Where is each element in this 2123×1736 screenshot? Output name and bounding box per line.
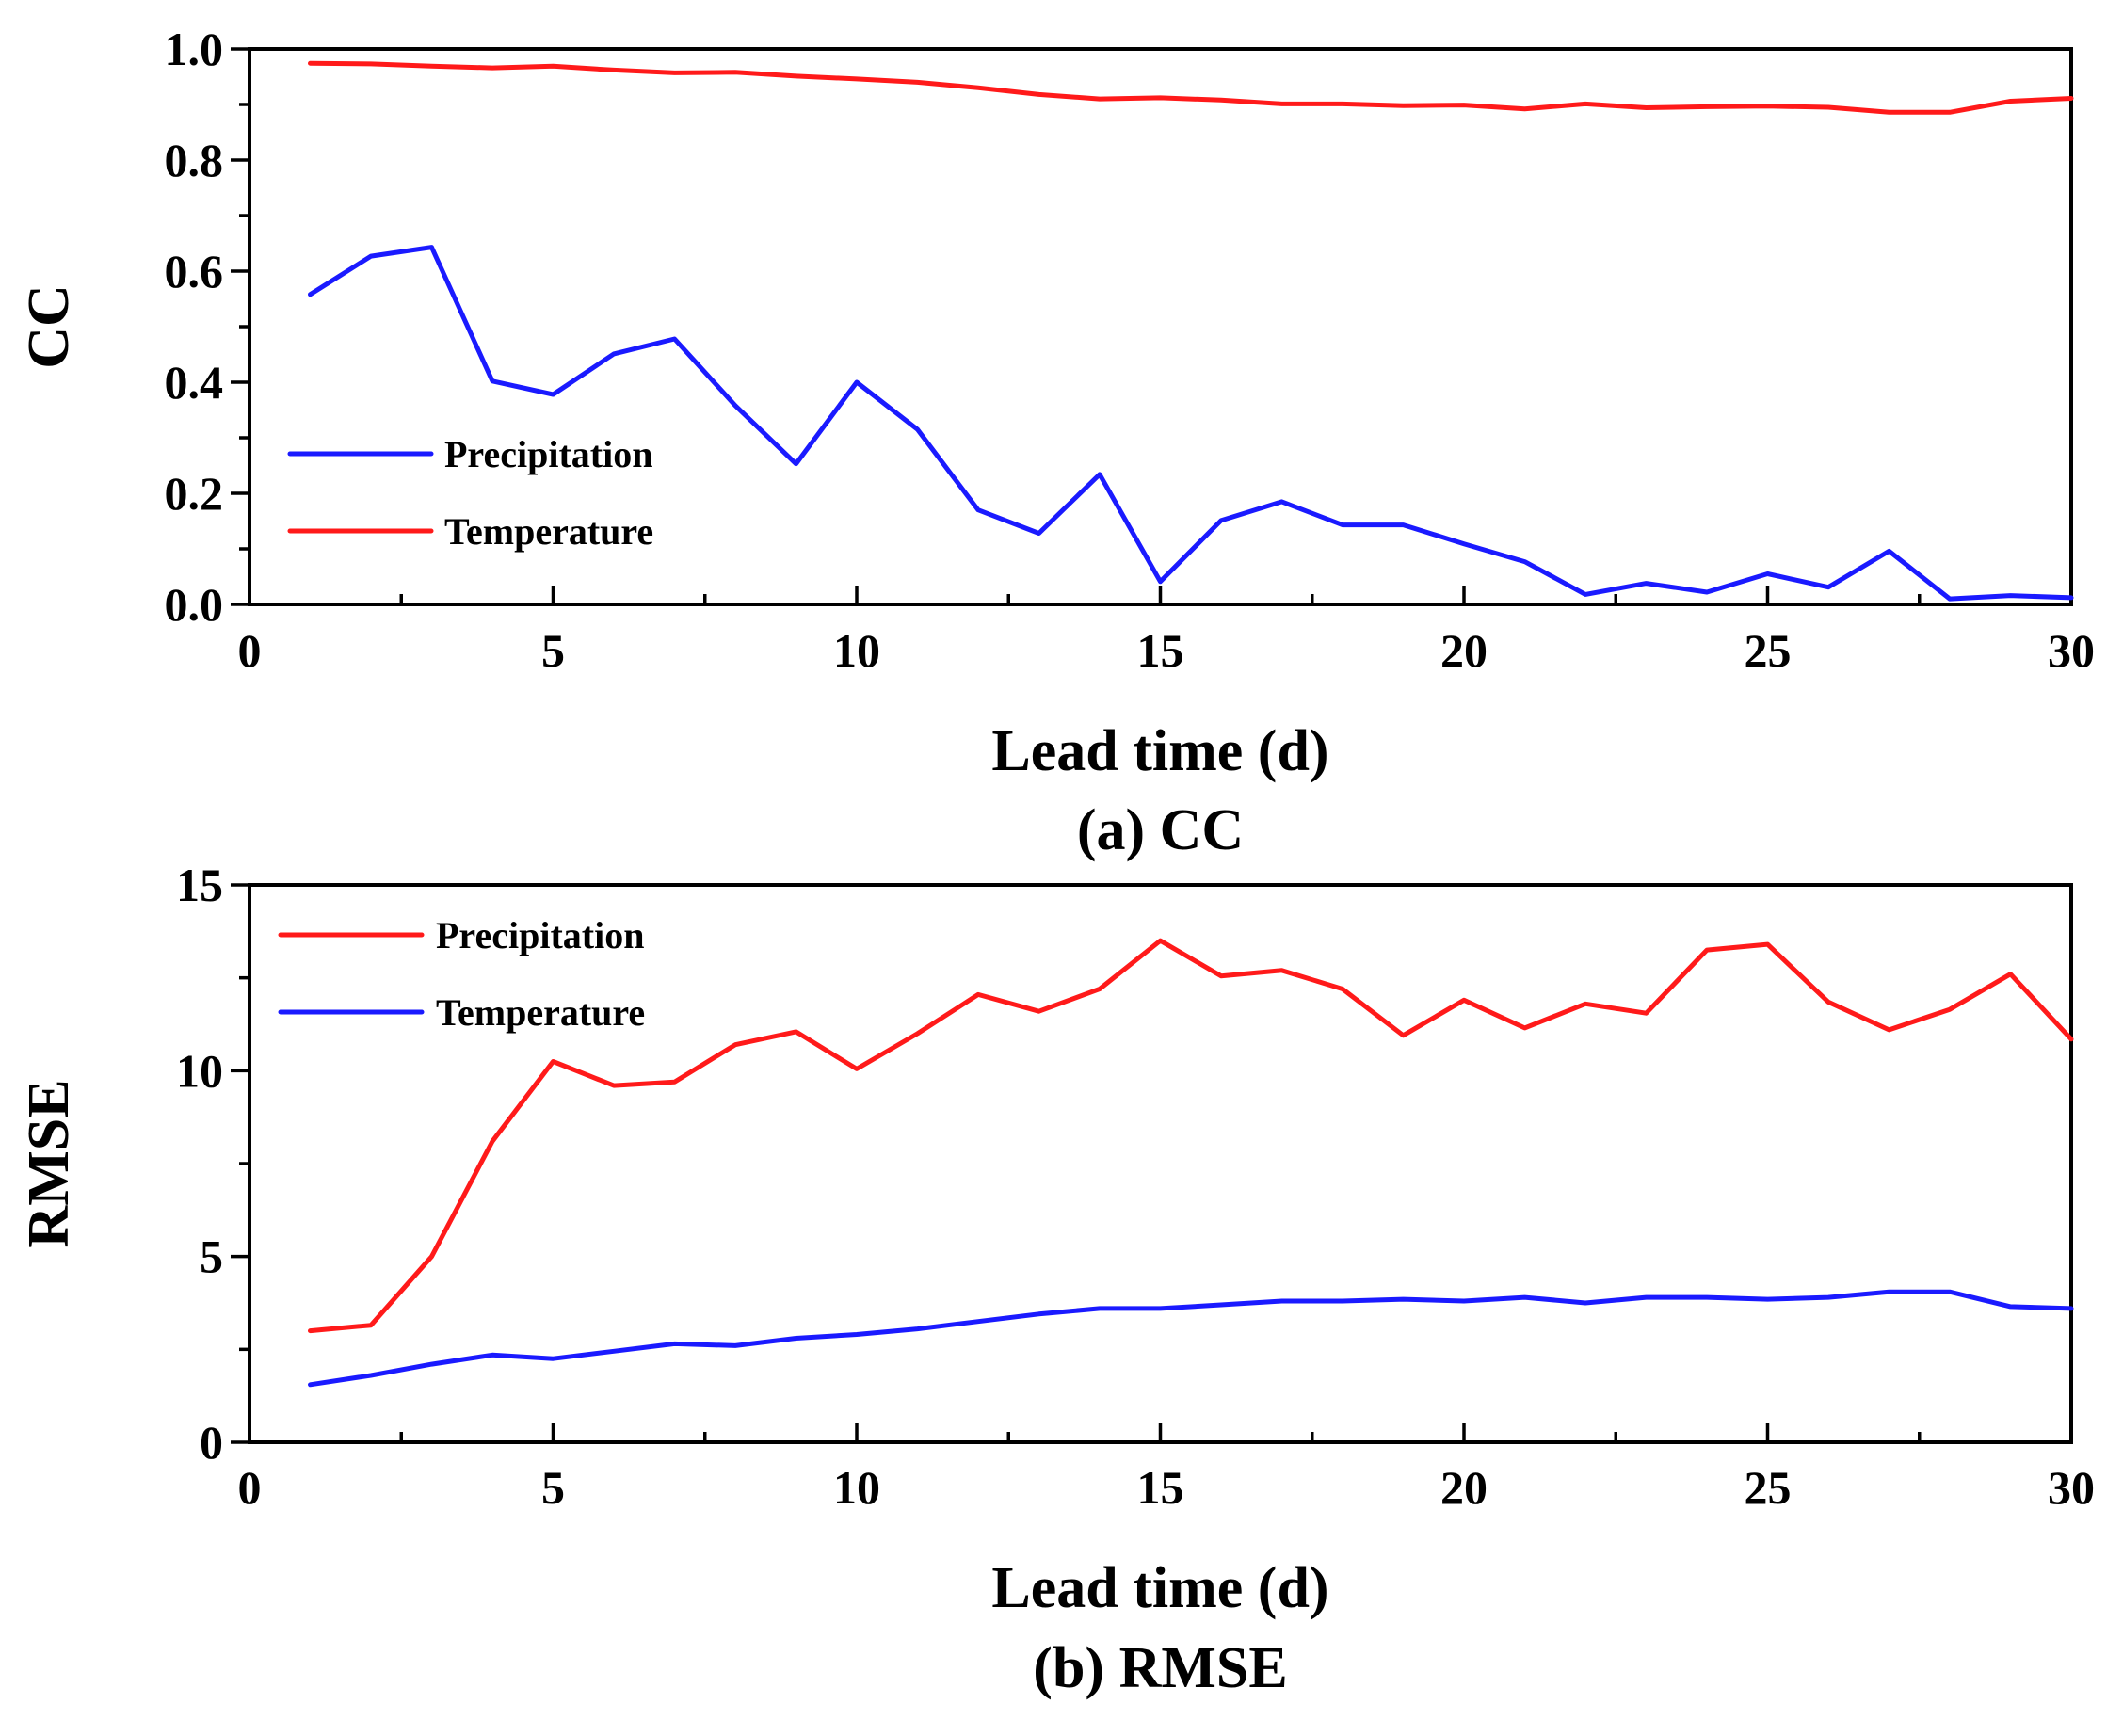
x-tick-label: 30 [2048,624,2095,677]
series-line-temperature [308,60,2074,115]
series-line-precipitation [308,938,2074,1334]
y-tick-label: 0.6 [165,245,224,297]
y-tick-label: 0.0 [165,578,224,631]
x-tick-label: 20 [1440,1461,1488,1514]
y-tick-label: 5 [200,1230,223,1283]
x-tick-label: 20 [1440,624,1488,677]
y-tick-label: 1.0 [165,23,224,75]
x-axis-title: Lead time (d) [991,1556,1328,1620]
legend-label-precipitation: Precipitation [436,914,644,956]
chart-cc: 0 5 10 15 20 25 30 0.0 0.2 0.4 0.6 0.8 1.0 Lead time … [17,23,2095,862]
y-tick-label: 0.4 [165,356,224,409]
x-tick-label: 5 [541,1461,565,1514]
x-tick-label: 0 [238,624,262,677]
y-tick-label: 0.2 [165,467,224,520]
legend-label-temperature: Temperature [444,510,653,553]
x-tick-label: 15 [1137,1461,1184,1514]
y-tick-label: 15 [176,859,223,911]
x-tick-label: 25 [1745,1461,1792,1514]
chart-rmse: 0 5 10 15 20 25 30 0 5 10 15 Lead time (d) (b) RMSE R… [17,859,2095,1700]
legend-label-precipitation: Precipitation [444,433,652,475]
legend-label-temperature: Temperature [436,991,645,1034]
y-tick-label: 10 [176,1044,223,1097]
x-tick-label: 15 [1137,624,1184,677]
x-axis-title: Lead time (d) [991,719,1328,783]
x-tick-label: 10 [833,624,880,677]
series-line-temperature [308,1289,2074,1388]
y-axis-title: CC [17,284,81,369]
x-tick-label: 0 [238,1461,262,1514]
chart-caption: (a) CC [1077,798,1244,862]
y-tick-label: 0 [200,1416,223,1469]
y-tick-label: 0.8 [165,134,224,186]
chart-caption: (b) RMSE [1033,1636,1287,1700]
y-axis-title: RMSE [17,1079,81,1247]
x-tick-label: 5 [541,624,565,677]
legend: Precipitation Temperature [287,433,653,553]
series-line-precipitation [308,245,2074,602]
x-tick-label: 30 [2048,1461,2095,1514]
x-tick-label: 10 [833,1461,880,1514]
x-tick-label: 25 [1745,624,1792,677]
legend: Precipitation Temperature [278,914,645,1034]
